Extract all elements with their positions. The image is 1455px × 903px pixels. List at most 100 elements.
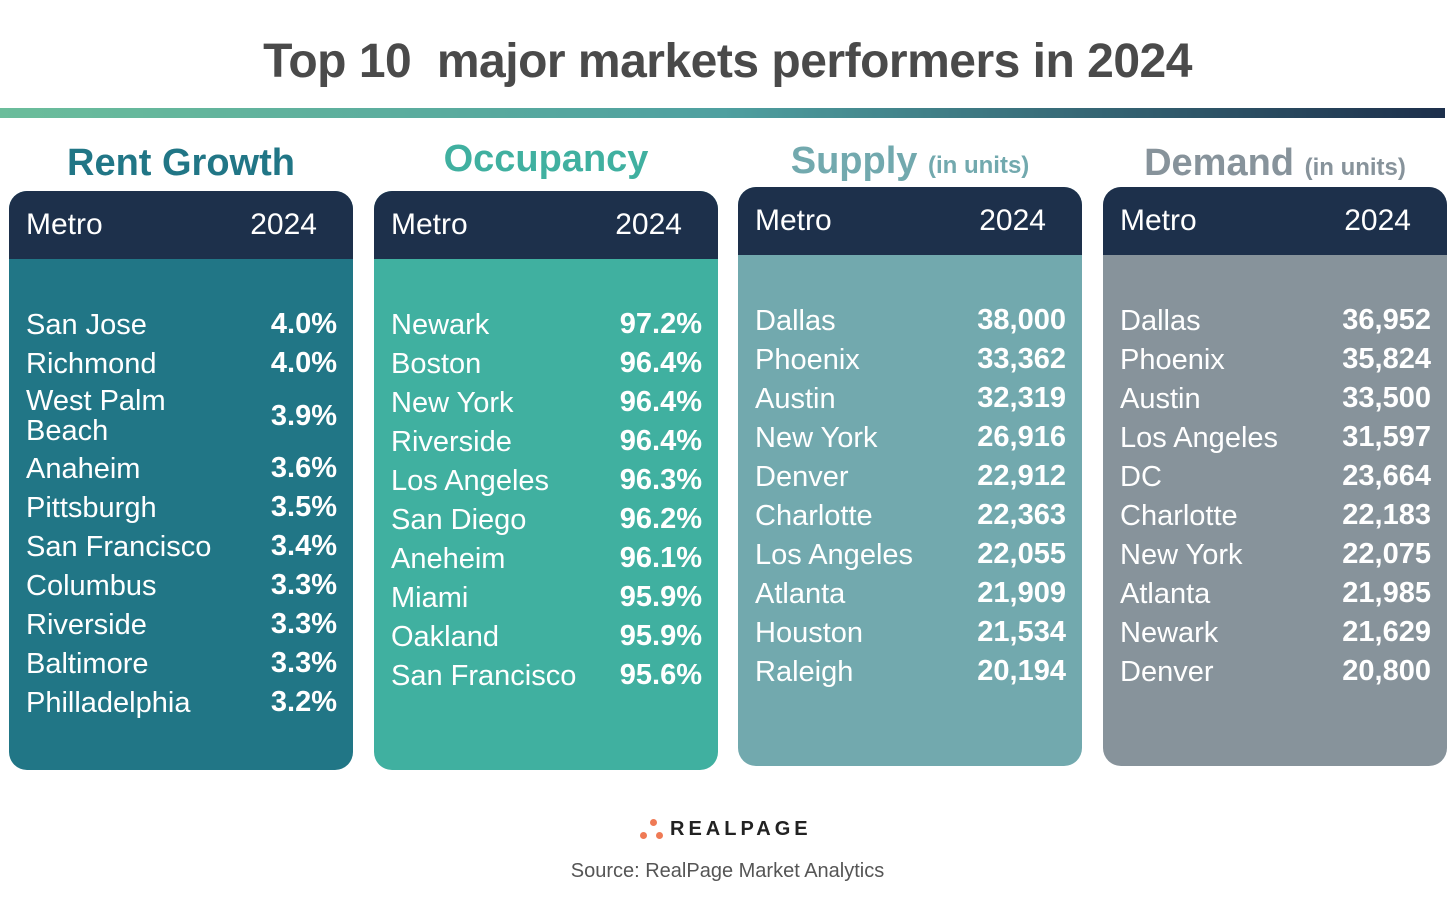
panel-title-text: Rent Growth (67, 142, 295, 184)
table-row: New York 22,075 (1120, 535, 1431, 574)
metro-name: Phoenix (1120, 343, 1225, 376)
gradient-divider (0, 108, 1445, 118)
metro-value: 22,075 (1342, 538, 1431, 570)
metro-column-header: Metro (1120, 204, 1197, 237)
metro-name: Charlotte (755, 499, 873, 532)
metro-value: 32,319 (977, 382, 1066, 414)
metro-name: Los Angeles (755, 538, 914, 571)
table-row: San Francisco 95.6% (391, 656, 702, 695)
panel-title-text: Occupancy (443, 138, 649, 180)
table-row: Denver 22,912 (755, 457, 1066, 496)
metro-value: 33,500 (1342, 382, 1431, 414)
table-header: Metro 2024 (374, 191, 718, 259)
metro-value: 38,000 (977, 304, 1066, 336)
table-body: Dallas 36,952 Phoenix 35,824 Austin 33,500 Los… (1103, 255, 1447, 691)
table-row: Newark 97.2% (391, 305, 702, 344)
rent-growth-table: Metro 2024 San Jose 4.0% Richmond 4.0% West Pa… (9, 191, 353, 770)
metro-value: 3.6% (270, 452, 337, 484)
metro-name: Dallas (1120, 304, 1201, 337)
metro-value: 3.3% (270, 608, 337, 640)
metro-name: Boston (391, 347, 482, 380)
metro-value: 35,824 (1342, 343, 1431, 375)
metro-value: 3.4% (270, 530, 337, 562)
table-row: Pittsburgh 3.5% (26, 488, 337, 527)
metro-name: New York (1120, 538, 1243, 571)
metro-value: 96.3% (619, 464, 702, 496)
metro-column-header: Metro (755, 204, 832, 237)
metro-value: 33,362 (977, 343, 1066, 375)
metro-value: 96.4% (619, 386, 702, 418)
metro-value: 21,985 (1342, 577, 1431, 609)
table-row: Aneheim 96.1% (391, 539, 702, 578)
metro-value: 4.0% (270, 347, 337, 379)
metro-value: 4.0% (270, 308, 337, 340)
metro-value: 22,912 (977, 460, 1066, 492)
occupancy-title: Occupancy (296, 138, 796, 181)
table-row: Charlotte 22,363 (755, 496, 1066, 535)
table-row: Los Angeles 22,055 (755, 535, 1066, 574)
table-row: Newark 21,629 (1120, 613, 1431, 652)
page-title: Top 10 major markets performers in 2024 (263, 35, 1192, 88)
metro-name: Newark (1120, 616, 1219, 649)
table-row: San Diego 96.2% (391, 500, 702, 539)
table-row: Austin 33,500 (1120, 379, 1431, 418)
metro-name: Baltimore (26, 647, 149, 680)
panel-subtitle: (in units) (1304, 154, 1406, 181)
metro-value: 3.3% (270, 569, 337, 601)
metro-name: Atlanta (755, 577, 846, 610)
metro-name: New York (391, 386, 514, 419)
logo-text: REALPAGE (670, 818, 812, 840)
metro-value: 31,597 (1342, 421, 1431, 453)
year-column-header: 2024 (250, 208, 317, 241)
table-row: Austin 32,319 (755, 379, 1066, 418)
metro-value: 20,800 (1342, 655, 1431, 687)
metro-column-header: Metro (26, 208, 103, 241)
table-body: Newark 97.2% Boston 96.4% New York 96.4% River… (374, 259, 718, 695)
panel-subtitle: (in units) (927, 152, 1030, 179)
metro-name: Dallas (755, 304, 836, 337)
supply-table: Metro 2024 Dallas 38,000 Phoenix 33,362 Austin… (738, 187, 1082, 766)
metro-value: 22,363 (977, 499, 1066, 531)
metro-name: San Jose (26, 308, 147, 341)
table-row: Houston 21,534 (755, 613, 1066, 652)
occupancy-table: Metro 2024 Newark 97.2% Boston 96.4% New York 9… (374, 191, 718, 770)
metro-name: Miami (391, 581, 469, 614)
table-row: Anaheim 3.6% (26, 449, 337, 488)
year-column-header: 2024 (1344, 204, 1411, 237)
table-row: Atlanta 21,909 (755, 574, 1066, 613)
table-row: DC 23,664 (1120, 457, 1431, 496)
metro-name: Columbus (26, 569, 157, 602)
table-row: Dallas 38,000 (755, 301, 1066, 340)
metro-value: 20,194 (977, 655, 1066, 687)
metro-name: Los Angeles (1120, 421, 1279, 454)
metro-name: Austin (755, 382, 836, 415)
table-row: Riverside 3.3% (26, 605, 337, 644)
metro-value: 3.3% (270, 647, 337, 679)
source-note: Source: RealPage Market Analytics (570, 860, 885, 882)
metro-name: Pittsburgh (26, 491, 157, 524)
panel-title-text: Supply (790, 140, 918, 182)
table-row: Denver 20,800 (1120, 652, 1431, 691)
demand-title: Demand (in units) (1025, 142, 1455, 185)
table-row: Los Angeles 31,597 (1120, 418, 1431, 457)
table-header: Metro 2024 (738, 187, 1082, 255)
demand-table: Metro 2024 Dallas 36,952 Phoenix 35,824 Austin… (1103, 187, 1447, 766)
table-body: Dallas 38,000 Phoenix 33,362 Austin 32,319 New… (738, 255, 1082, 691)
metro-name: Oakland (391, 620, 500, 653)
metro-name: San Diego (391, 503, 527, 536)
metro-name: San Francisco (26, 530, 212, 563)
table-row: West Palm Beach 3.9% (26, 383, 337, 449)
table-row: Dallas 36,952 (1120, 301, 1431, 340)
metro-value: 95.9% (619, 620, 702, 652)
table-row: Los Angeles 96.3% (391, 461, 702, 500)
table-row: Phoenix 33,362 (755, 340, 1066, 379)
metro-name: Riverside (26, 608, 147, 641)
realpage-logo: REALPAGE (640, 818, 812, 841)
metro-name: Anaheim (26, 452, 141, 485)
metro-name: Richmond (26, 347, 157, 380)
metro-name: Austin (1120, 382, 1201, 415)
metro-value: 21,629 (1342, 616, 1431, 648)
metro-value: 3.5% (270, 491, 337, 523)
table-header: Metro 2024 (1103, 187, 1447, 255)
metro-value: 97.2% (619, 308, 702, 340)
